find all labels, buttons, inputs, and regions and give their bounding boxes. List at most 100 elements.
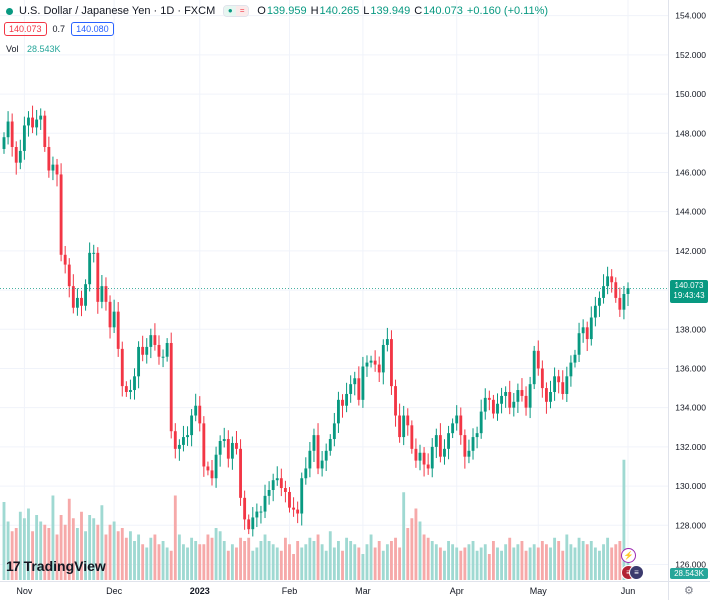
candle-body: [377, 364, 381, 373]
candle-body: [577, 333, 581, 355]
sell-button[interactable]: 140.073: [4, 22, 47, 36]
volume-bar: [353, 544, 357, 580]
lightning-event-icon[interactable]: ⚡: [621, 548, 636, 563]
volume-bar: [6, 521, 10, 580]
volume-bar: [345, 537, 349, 580]
buy-button[interactable]: 140.080: [71, 22, 114, 36]
volume-bar: [288, 544, 291, 580]
price-tick-label: 132.000: [675, 442, 706, 452]
volume-bar: [304, 544, 308, 580]
volume-bar: [88, 515, 92, 580]
volume-bar: [120, 528, 124, 580]
candle-body: [581, 327, 585, 334]
candle-body: [283, 488, 287, 492]
volume-bar: [341, 550, 344, 580]
price-tick-label: 134.000: [675, 403, 706, 413]
equal-icon: =: [236, 6, 249, 16]
volume-bar: [487, 554, 491, 580]
volume-bar: [553, 537, 557, 580]
candle-body: [304, 468, 308, 479]
candle-body: [459, 415, 463, 436]
settings-gear-icon[interactable]: ⚙: [684, 585, 694, 597]
candle-body: [381, 344, 385, 373]
volume-bar: [239, 537, 242, 580]
close-label: C: [414, 5, 423, 17]
candle-body: [133, 376, 136, 391]
volume-bar: [357, 547, 361, 580]
compare-toggle[interactable]: ● =: [223, 5, 250, 17]
candle-body: [226, 439, 230, 459]
volume-bar: [173, 495, 177, 580]
candle-body: [59, 174, 63, 255]
volume-bar: [43, 524, 47, 580]
candle-body: [385, 339, 389, 345]
volume-bar: [263, 534, 267, 580]
candle-body: [602, 286, 605, 298]
volume-bar: [618, 541, 622, 580]
volume-bar: [67, 498, 71, 580]
volume-bar: [71, 518, 75, 580]
candle-body: [84, 284, 87, 306]
volume-bar: [565, 534, 569, 580]
symbol-header: U.S. Dollar / Japanese Yen · 1D · FXCM ●…: [6, 5, 552, 17]
symbol-title[interactable]: U.S. Dollar / Japanese Yen · 1D · FXCM: [19, 5, 216, 17]
candle-body: [202, 423, 206, 467]
volume-bar: [602, 544, 605, 580]
volume-bar: [545, 544, 548, 580]
us-flag-event-icon[interactable]: ≡: [629, 565, 644, 580]
candle-body: [124, 386, 128, 392]
chart-grid: [0, 0, 668, 580]
candle-body: [402, 415, 406, 438]
tradingview-logo[interactable]: 17 TradingView: [6, 558, 106, 574]
candle-body: [96, 252, 100, 302]
volume-bar: [496, 547, 499, 580]
volume-bar: [296, 541, 300, 580]
time-tick-label: 2023: [190, 586, 210, 596]
volume-bar: [96, 524, 100, 580]
candle-body: [71, 286, 75, 308]
volume-bar: [137, 534, 141, 580]
volume-bar: [92, 518, 96, 580]
volume-bar: [116, 531, 120, 580]
candle-body: [288, 491, 291, 508]
candle-body: [549, 392, 552, 402]
volume-bar: [398, 547, 402, 580]
volume-bar: [198, 544, 202, 580]
candle-body: [308, 450, 312, 469]
time-tick-label: Nov: [16, 586, 33, 596]
candle-body: [22, 125, 26, 151]
volume-bar: [561, 550, 565, 580]
high-label: H: [310, 5, 319, 17]
candle-body: [455, 415, 459, 424]
volume-bar: [414, 508, 418, 580]
time-tick-label: Mar: [355, 586, 371, 596]
candle-body: [573, 354, 577, 363]
volume-bar: [569, 544, 573, 580]
candle-body: [528, 384, 532, 408]
volume-bar: [385, 544, 389, 580]
candle-body: [157, 344, 161, 357]
candle-body: [235, 442, 238, 449]
volume-bar: [528, 547, 532, 580]
candle-body: [516, 390, 520, 402]
volume-bar: [373, 547, 377, 580]
candle-body: [491, 399, 495, 414]
candle-body: [112, 311, 116, 328]
volume-bar: [133, 541, 136, 580]
candle-body: [414, 448, 418, 461]
candle-body: [545, 388, 548, 402]
candle-body: [243, 497, 247, 520]
volume-bar: [593, 547, 597, 580]
candle-body: [149, 335, 153, 347]
candle-body: [451, 423, 455, 434]
candle-body: [190, 415, 194, 436]
candle-body: [341, 399, 344, 406]
candle-body: [88, 252, 92, 285]
volume-bar: [536, 547, 540, 580]
candle-body: [532, 350, 536, 385]
volume-bar: [75, 528, 79, 580]
volume-bar: [182, 544, 185, 580]
volume-bar: [459, 550, 463, 580]
time-tick-label: Apr: [450, 586, 464, 596]
